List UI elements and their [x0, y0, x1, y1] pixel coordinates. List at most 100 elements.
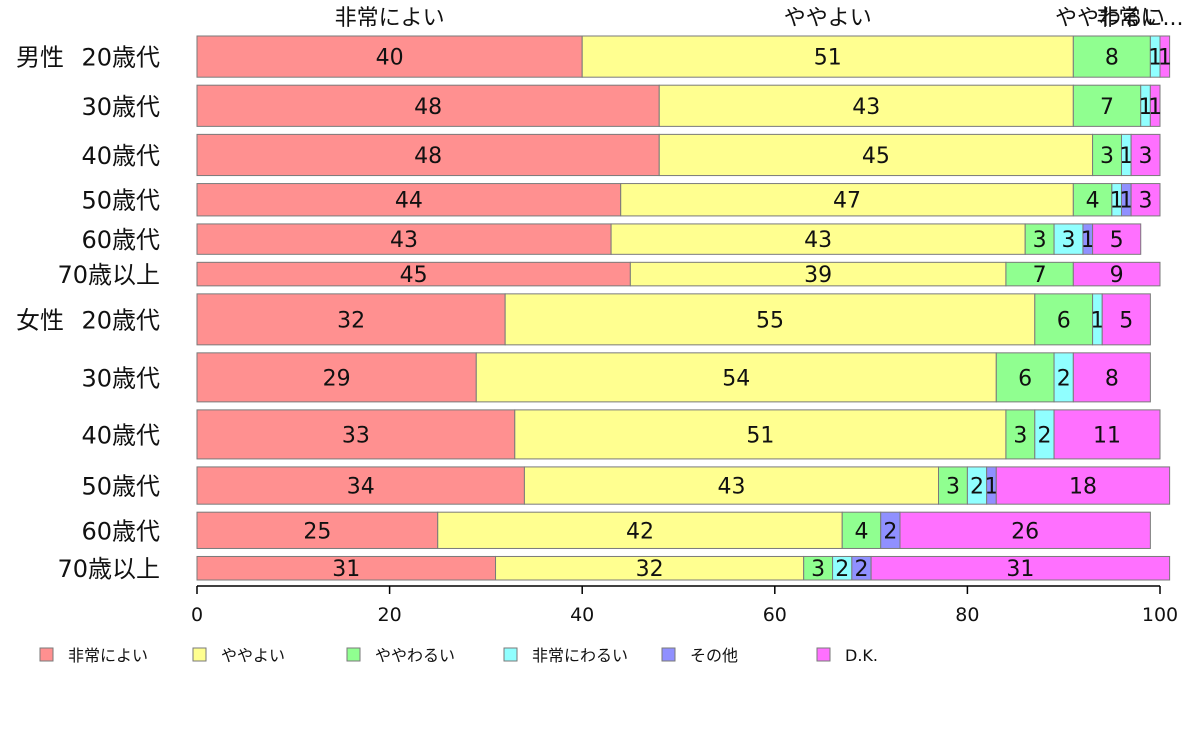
bar-segment [196, 35, 583, 78]
bar-segment [196, 466, 525, 505]
top-label: 非常に... [1097, 6, 1184, 31]
bar-value-label: 5 [1119, 308, 1133, 333]
bar-value-label: 1 [1148, 95, 1162, 120]
bar-value-label: 4 [854, 519, 868, 544]
row-label: 60歳代 [81, 517, 160, 545]
bar-row: 44 47 4 11 3 [196, 183, 1161, 217]
bar-segment [1130, 133, 1161, 177]
x-tick-label: 20 [378, 604, 402, 626]
bar-value-label: 48 [414, 95, 442, 120]
bar-value-label: 3 [1139, 189, 1153, 214]
bar-value-label: 11 [1093, 423, 1121, 448]
bar-segment [620, 183, 1074, 217]
bar-value-label: 51 [746, 423, 774, 448]
bar-segment [841, 511, 882, 549]
bar-value-label: 6 [1018, 366, 1032, 391]
legend-swatch [192, 647, 207, 662]
bar-segment [196, 133, 660, 177]
bar-value-label: 44 [395, 189, 423, 214]
bar-value-label: 43 [717, 475, 745, 500]
row-label: 70歳以上 [57, 261, 160, 289]
bar-segment [514, 409, 1007, 460]
group-label: 女性 [16, 306, 64, 334]
bar-segment [610, 223, 1026, 255]
legend-item: ややよい [192, 646, 285, 665]
row-label: 50歳代 [81, 187, 160, 215]
bar-value-label: 7 [1033, 263, 1047, 288]
bar-row: 40 51 8 11 [196, 35, 1172, 78]
legend-swatch [816, 647, 831, 662]
bar-segment [1072, 261, 1161, 287]
bar-value-label: 29 [323, 366, 351, 391]
row-label: 30歳代 [81, 93, 160, 121]
bar-row: 34 43 3 2 1 18 [196, 466, 1171, 505]
bar-value-label: 8 [1105, 46, 1119, 71]
row-label: 70歳以上 [57, 555, 160, 583]
x-tick-label: 100 [1142, 604, 1178, 626]
legend-item: その他 [661, 646, 738, 665]
bar-value-label: 8 [1105, 366, 1119, 391]
bar-row: 32 55 6 1 5 [196, 293, 1151, 346]
bar-value-label: 1 [1119, 144, 1133, 169]
bar-segment [899, 511, 1151, 549]
x-axis: 0 20 40 60 80 100 [191, 585, 1178, 626]
bar-value-label: 34 [347, 475, 375, 500]
bar-segment [196, 223, 612, 255]
legend-label: その他 [690, 646, 738, 665]
legend-item: D.K. [816, 646, 878, 665]
bar-segment [1024, 223, 1055, 255]
bar-value-label: 3 [1139, 144, 1153, 169]
bar-value-label: 1 [1158, 46, 1172, 71]
x-tick-label: 60 [763, 604, 787, 626]
bar-value-label: 33 [342, 423, 370, 448]
bar-value-label: 3 [1013, 423, 1027, 448]
bar-value-label: 1 [984, 475, 998, 500]
legend-item: ややわるい [346, 646, 455, 665]
bar-row: 43 43 3 3 1 5 [196, 223, 1142, 255]
row-label: 40歳代 [81, 421, 160, 449]
bar-value-label: 48 [414, 144, 442, 169]
row-labels: 20歳代 30歳代 40歳代 50歳代 60歳代 70歳以上 20歳代 30歳代 40歳代 50歳… [16, 44, 160, 584]
bar-value-label: 2 [1037, 423, 1051, 448]
bar-value-label: 2 [883, 519, 897, 544]
bar-segment [1072, 183, 1113, 217]
bar-value-label: 40 [376, 46, 404, 71]
bar-segment [581, 35, 1074, 78]
row-label: 60歳代 [81, 226, 160, 254]
top-label: ややわるい [1055, 6, 1165, 31]
bar-value-label: 3 [1100, 144, 1114, 169]
bar-row: 45 39 7 9 [196, 261, 1161, 288]
top-labels: 非常によい ややよい ややわるい非常に... [335, 6, 1184, 31]
bar-segment [1034, 293, 1094, 346]
bar-value-label: 1 [1090, 308, 1104, 333]
bar-value-label: 31 [1006, 557, 1034, 582]
bar-segment [995, 352, 1055, 403]
bar-value-label: 6 [1057, 308, 1071, 333]
top-label: 非常によい [335, 6, 445, 31]
legend-swatch [661, 647, 676, 662]
x-tick-label: 0 [191, 604, 203, 626]
bar-segment [1072, 352, 1151, 403]
legend-swatch [39, 647, 54, 662]
x-tick-label: 40 [570, 604, 594, 626]
bar-value-label: 25 [303, 519, 331, 544]
row-label: 20歳代 [81, 44, 160, 72]
bar-segment [1130, 183, 1161, 217]
bar-value-label: 45 [862, 144, 890, 169]
bar-value-label: 55 [756, 308, 784, 333]
bar-segment [196, 293, 506, 346]
bar-row: 31 32 3 2 2 31 [196, 555, 1171, 582]
bar-segment [196, 183, 622, 217]
bar-segment [938, 466, 968, 505]
bar-value-label: 1 [1139, 95, 1153, 120]
bar-value-label: 1 [1110, 189, 1124, 214]
bar-value-label: 5 [1110, 228, 1124, 253]
legend-item: 非常にわるい [503, 646, 628, 665]
legend-label: ややわるい [375, 646, 455, 665]
bar-value-label: 43 [804, 228, 832, 253]
bar-value-label: 51 [814, 46, 842, 71]
bar-segment [870, 555, 1171, 581]
bar-segment [995, 466, 1171, 505]
bar-segment [1101, 293, 1151, 346]
